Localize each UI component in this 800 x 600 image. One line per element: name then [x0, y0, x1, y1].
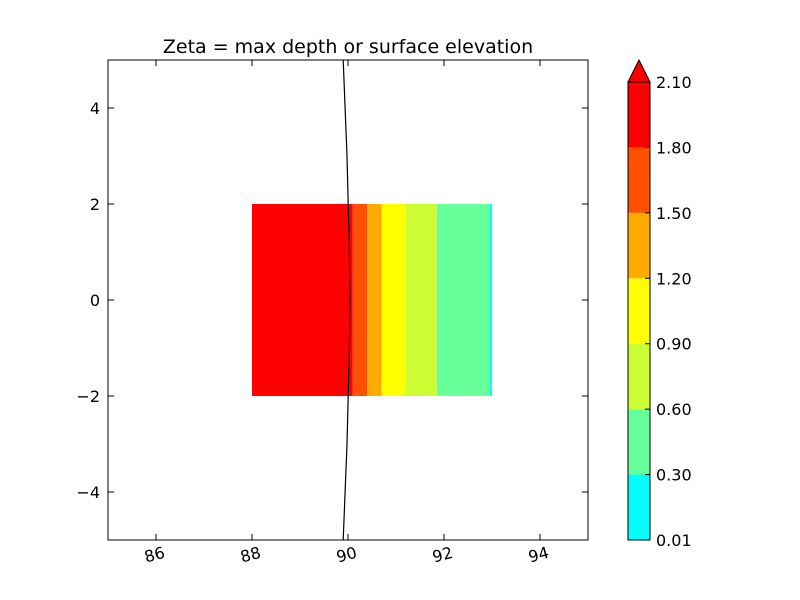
contour-band-5 [436, 204, 490, 396]
y-tick-label: 0 [90, 291, 100, 310]
colorbar: 0.01 0.30 0.60 0.90 1.20 1.50 1.80 2.10 [627, 58, 692, 550]
y-tick-label: 2 [90, 195, 100, 214]
colorbar-segment-2 [628, 343, 650, 410]
colorbar-tick-label: 2.10 [656, 73, 692, 92]
colorbar-segment-4 [628, 212, 650, 279]
contour-line [342, 59, 351, 541]
y-tick-label: −2 [76, 387, 100, 406]
x-tick-label: 94 [526, 543, 551, 567]
colorbar-tick-label: 1.20 [656, 269, 692, 288]
contour-band-6 [489, 204, 492, 396]
colorbar-segment-3 [628, 278, 650, 344]
y-tick-label: 4 [90, 99, 100, 118]
colorbar-tick-label: 0.60 [656, 400, 692, 419]
colorbar-segment-1 [628, 409, 650, 475]
x-tick-label: 92 [430, 543, 455, 567]
y-tick-label: −4 [76, 483, 100, 502]
colorbar-extend-arrow [627, 58, 651, 83]
x-tick-label: 88 [238, 543, 263, 567]
plot-area: 86 88 90 92 94 4 2 0 −2 −4 [76, 59, 589, 567]
contour-band-2 [367, 204, 382, 396]
colorbar-tick-label: 1.80 [656, 138, 692, 157]
contour-band-0 [252, 204, 353, 396]
colorbar-segment-6 [628, 82, 650, 148]
colorbar-tick-label: 0.90 [656, 335, 692, 354]
contour-band-3 [381, 204, 406, 396]
colorbar-tick-label: 1.50 [656, 204, 692, 223]
colorbar-segment-5 [628, 147, 650, 213]
x-tick-label: 86 [142, 543, 167, 567]
colorbar-outline [627, 82, 651, 541]
x-tick-label: 90 [334, 543, 359, 567]
chart-title: Zeta = max depth or surface elevation [163, 36, 533, 58]
contour-band-1 [352, 204, 368, 396]
colorbar-tick-label: 0.30 [656, 466, 692, 485]
colorbar-tick-label: 0.01 [656, 531, 692, 550]
colorbar-segment-0 [628, 474, 650, 540]
contour-band-4 [405, 204, 437, 396]
